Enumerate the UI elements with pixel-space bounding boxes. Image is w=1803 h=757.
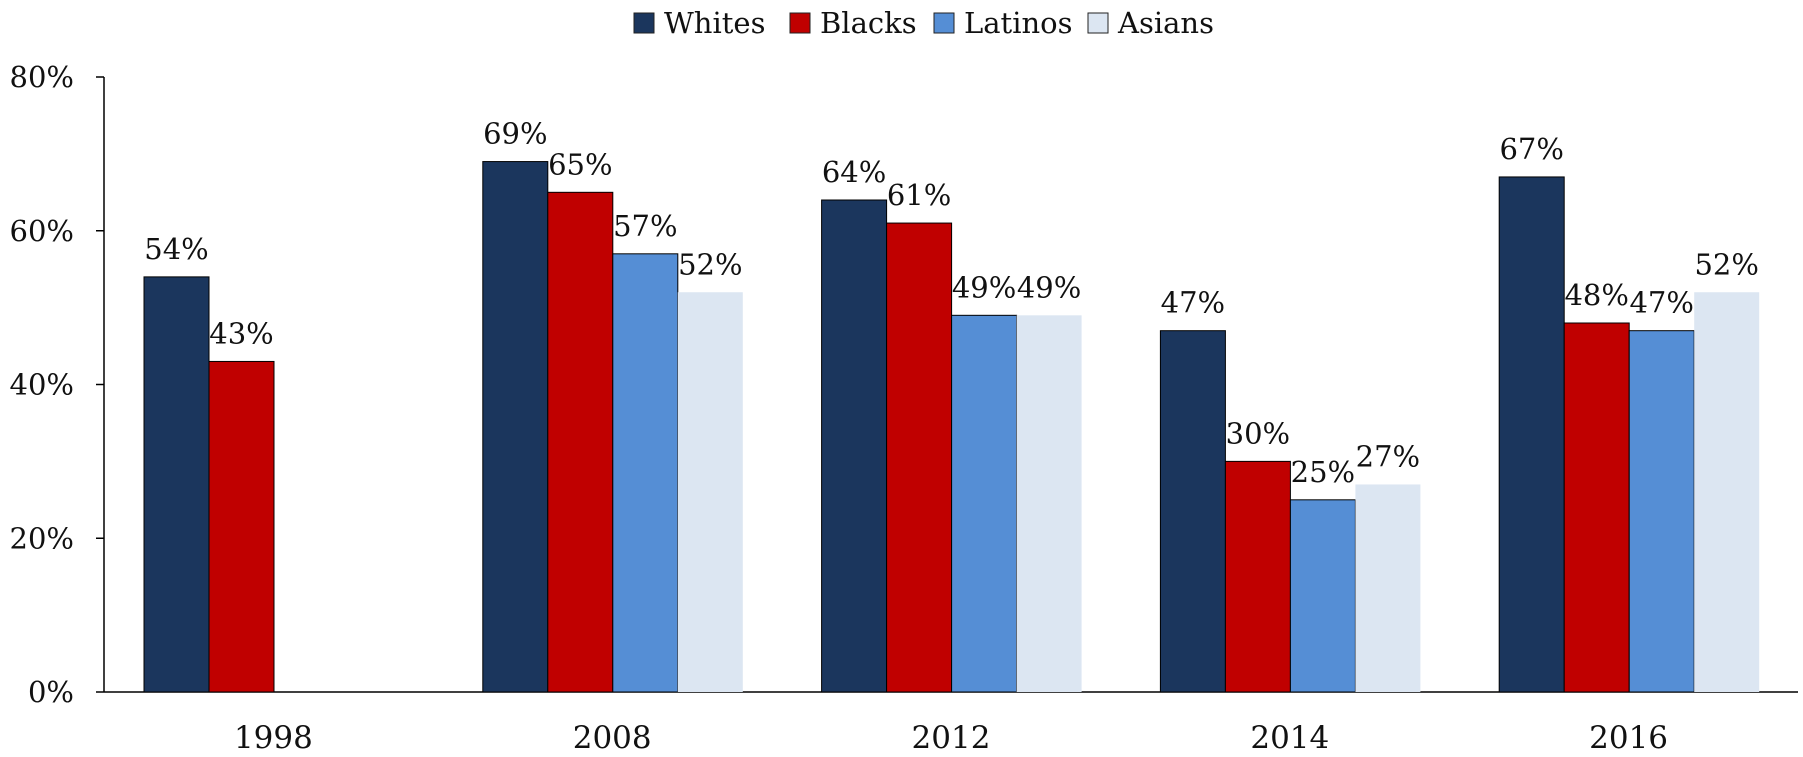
bar-latinos-2012 bbox=[951, 314, 1018, 693]
bar-latinos-2016 bbox=[1628, 330, 1695, 693]
data-label-whites-2012: 64% bbox=[822, 155, 886, 189]
bar-whites-2016 bbox=[1498, 176, 1565, 693]
data-label-blacks-2012: 61% bbox=[887, 178, 951, 212]
data-label-asians-2014: 27% bbox=[1356, 439, 1420, 473]
y-tick-label: 0% bbox=[28, 675, 74, 709]
legend-swatch-whites bbox=[633, 12, 655, 34]
bar-whites-2012 bbox=[821, 199, 888, 693]
data-label-asians-2008: 52% bbox=[678, 247, 742, 281]
x-axis: 1998 2008 2012 2014 2016 bbox=[104, 691, 1798, 756]
bar-whites-2008 bbox=[482, 161, 549, 693]
data-label-whites-2014: 47% bbox=[1161, 286, 1225, 320]
x-tick-label: 1998 bbox=[234, 720, 313, 756]
data-label-latinos-2012: 49% bbox=[952, 270, 1016, 304]
bar-asians-2016 bbox=[1694, 292, 1760, 692]
y-tick-label: 60% bbox=[10, 214, 74, 248]
y-tick-label: 80% bbox=[10, 60, 74, 94]
legend-swatch-blacks bbox=[789, 12, 811, 34]
x-tick-label: 2012 bbox=[912, 720, 991, 756]
x-tick-label: 2014 bbox=[1250, 720, 1329, 756]
bar-asians-2012 bbox=[1016, 315, 1082, 692]
bar-blacks-2012 bbox=[886, 222, 953, 693]
data-label-blacks-2014: 30% bbox=[1226, 416, 1290, 450]
legend: Whites Blacks Latinos Asians bbox=[633, 6, 1214, 40]
data-label-whites-1998: 54% bbox=[144, 232, 208, 266]
bar-asians-2014 bbox=[1355, 484, 1421, 692]
legend-label-latinos: Latinos bbox=[964, 6, 1073, 40]
legend-label-blacks: Blacks bbox=[820, 6, 917, 40]
data-label-asians-2012: 49% bbox=[1017, 270, 1081, 304]
x-tick-label: 2008 bbox=[573, 720, 652, 756]
legend-swatch-asians bbox=[1087, 12, 1109, 34]
data-labels: 54%43%69%65%57%52%64%61%49% 49% 47%30%25% 2… bbox=[144, 117, 1759, 489]
data-label-whites-2008: 69% bbox=[483, 117, 547, 151]
data-label-blacks-2008: 65% bbox=[548, 147, 612, 181]
data-label-whites-2016: 67% bbox=[1499, 132, 1563, 166]
data-label-blacks-2016: 48% bbox=[1564, 278, 1628, 312]
bars bbox=[143, 161, 1760, 693]
bar-whites-2014 bbox=[1159, 330, 1226, 693]
bar-whites-1998 bbox=[143, 276, 210, 693]
x-tick-label: 2016 bbox=[1589, 720, 1668, 756]
bar-latinos-2014 bbox=[1289, 499, 1356, 693]
data-label-latinos-2008: 57% bbox=[613, 209, 677, 243]
data-label-asians-2016: 52% bbox=[1694, 247, 1758, 281]
legend-label-asians: Asians bbox=[1117, 6, 1214, 40]
bar-blacks-2008 bbox=[547, 191, 614, 693]
legend-label-whites: Whites bbox=[664, 6, 765, 40]
bar-latinos-2008 bbox=[612, 253, 679, 693]
legend-swatch-latinos bbox=[933, 12, 955, 34]
data-label-blacks-1998: 43% bbox=[209, 316, 273, 350]
bar-blacks-2014 bbox=[1224, 460, 1291, 693]
y-axis: 0% 20% 40% 60% 80% bbox=[10, 60, 105, 709]
y-tick-label: 40% bbox=[10, 368, 74, 402]
bar-blacks-1998 bbox=[208, 360, 275, 693]
y-tick-label: 20% bbox=[10, 521, 74, 555]
data-label-latinos-2016: 47% bbox=[1629, 286, 1693, 320]
data-label-latinos-2014: 25% bbox=[1291, 455, 1355, 489]
bar-asians-2008 bbox=[677, 292, 743, 692]
bar-blacks-2016 bbox=[1563, 322, 1630, 693]
